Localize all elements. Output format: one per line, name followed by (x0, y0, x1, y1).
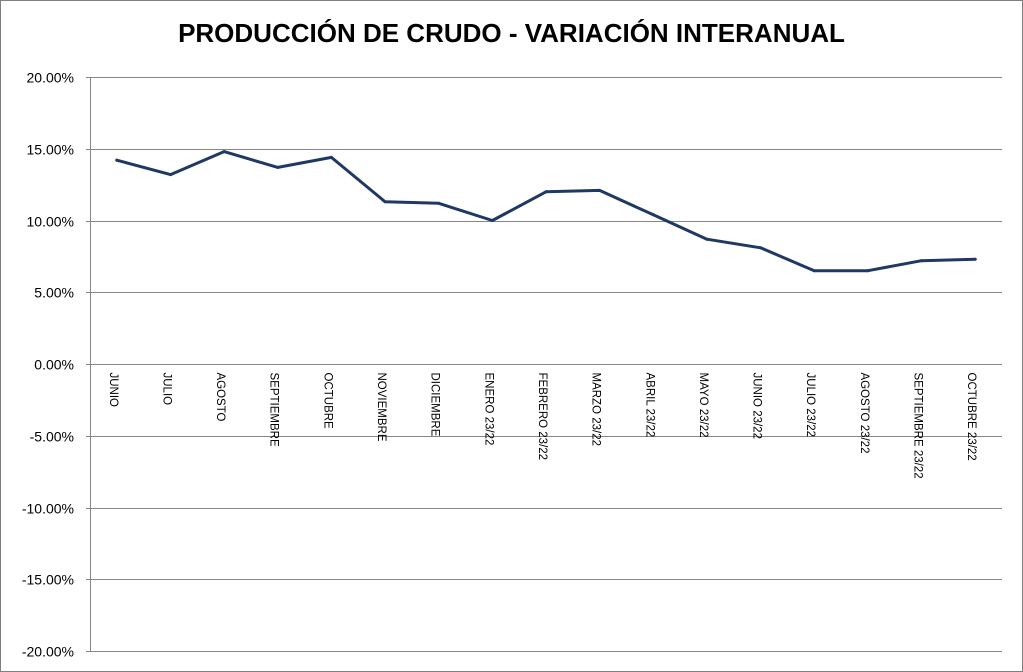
data-point (115, 158, 119, 162)
series (115, 150, 977, 273)
y-tick-label: 0.00% (34, 357, 74, 373)
y-tick-label: -15.00% (22, 572, 74, 588)
x-tick-label: SEPTIEMBRE 23/22 (911, 373, 923, 479)
data-point (705, 237, 709, 241)
x-tick-label: AGOSTO 23/22 (858, 373, 870, 454)
series-line (115, 150, 977, 273)
axes (86, 77, 1002, 652)
chart-title: PRODUCCIÓN DE CRUDO - VARIACIÓN INTERANU… (178, 18, 845, 48)
x-tick-label: ABRIL 23/22 (643, 373, 655, 438)
data-point (383, 200, 387, 204)
x-tick-label: FEBRERO 23/22 (536, 373, 548, 461)
gridlines (90, 77, 1002, 652)
x-tick-label: SEPTIEMBRE (268, 373, 280, 447)
data-point (812, 269, 816, 273)
x-tick-labels: JUNIO JULIO AGOSTO SEPTIEMBRE OCTUBRE NOVIEMB… (107, 373, 977, 479)
x-tick-label: OCTUBRE (321, 373, 333, 430)
data-point (866, 269, 870, 273)
data-point (973, 257, 977, 261)
y-tick-label: 20.00% (27, 70, 74, 86)
data-point (759, 246, 763, 250)
data-point (222, 150, 226, 154)
x-tick-label: MAYO 23/22 (697, 373, 709, 438)
y-tick-label: 5.00% (34, 285, 74, 301)
x-tick-label: NOVIEMBRE (375, 373, 387, 442)
y-tick-labels: 20.00% 15.00% 10.00% 5.00% 0.00% -5.00% -10.00… (22, 70, 74, 660)
x-tick-label: AGOSTO (214, 373, 226, 422)
data-point (490, 219, 494, 222)
data-point (276, 165, 280, 169)
data-point (329, 155, 333, 159)
x-tick-label: JUNIO 23/22 (751, 373, 763, 439)
data-point (437, 201, 441, 205)
x-tick-label: ENERO 23/22 (482, 373, 494, 446)
x-tick-label: MARZO 23/22 (590, 373, 602, 447)
data-point (920, 259, 923, 263)
y-tick-label: -5.00% (30, 429, 74, 445)
y-tick-label: 15.00% (27, 142, 74, 158)
x-tick-label: OCTUBRE 23/22 (965, 373, 977, 461)
x-tick-label: JULIO (160, 373, 172, 406)
y-tick-label: -20.00% (22, 644, 74, 660)
data-point (169, 173, 172, 177)
x-tick-label: DICIEMBRE (429, 373, 441, 437)
data-point (544, 190, 548, 194)
x-tick-label: JUNIO (107, 373, 119, 408)
data-point (651, 213, 655, 217)
x-tick-label: JULIO 23/22 (804, 373, 816, 438)
data-point (598, 188, 602, 192)
y-tick-label: -10.00% (22, 501, 74, 517)
y-tick-label: 10.00% (27, 214, 74, 230)
